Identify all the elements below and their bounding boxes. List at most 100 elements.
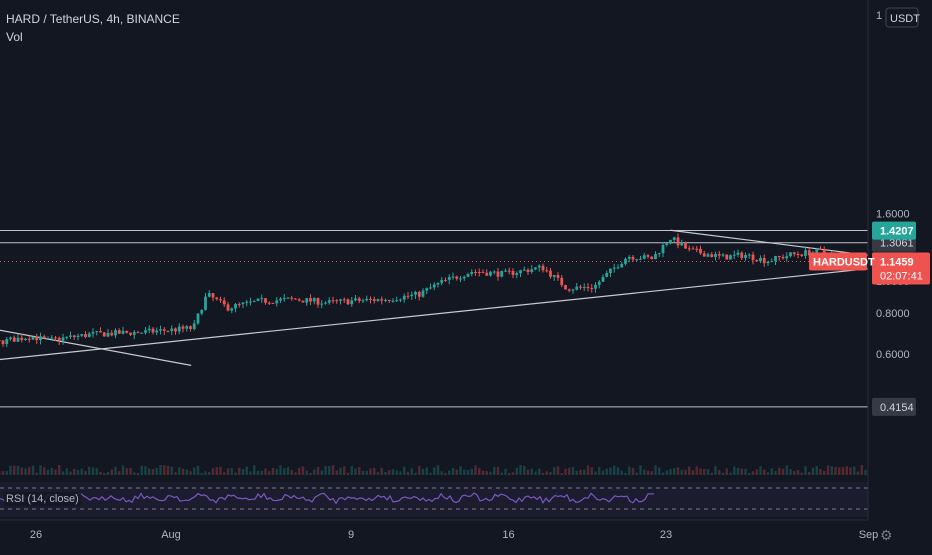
- volume-bar: [654, 465, 656, 475]
- candle-body: [545, 270, 548, 271]
- volume-bar: [84, 471, 86, 475]
- candle-body: [575, 287, 578, 290]
- candle-body: [722, 255, 725, 256]
- volume-bar: [88, 467, 90, 475]
- candle-body: [489, 272, 492, 276]
- volume-indicator-label[interactable]: Vol: [6, 28, 180, 46]
- volume-bar: [418, 466, 420, 475]
- volume-bar: [257, 471, 259, 475]
- candle-body: [170, 329, 173, 332]
- volume-bar: [834, 467, 836, 475]
- candle-body: [797, 254, 800, 255]
- volume-bar: [249, 471, 251, 475]
- candle-body: [605, 273, 608, 277]
- candle-body: [309, 298, 312, 301]
- volume-bar: [493, 467, 495, 475]
- volume-bar: [399, 471, 401, 475]
- rsi-pane[interactable]: [0, 482, 868, 520]
- candle-body: [17, 338, 20, 342]
- volume-bar: [471, 469, 473, 475]
- volume-bar: [448, 471, 450, 475]
- volume-bar: [246, 467, 248, 475]
- volume-bar: [264, 469, 266, 475]
- candle-body: [729, 255, 732, 259]
- candle-body: [665, 244, 668, 245]
- rsi-indicator-label[interactable]: RSI (14, close): [4, 492, 81, 506]
- candle-body: [335, 300, 338, 301]
- price-tick-label: 0.6000: [876, 349, 910, 361]
- candle-body: [9, 338, 12, 340]
- trendline[interactable]: [0, 262, 932, 368]
- candle-body: [643, 255, 646, 259]
- volume-bar: [351, 466, 353, 475]
- volume-bar: [36, 473, 38, 475]
- candle-body: [587, 287, 590, 288]
- candle-body: [362, 300, 365, 301]
- volume-bar: [234, 473, 236, 475]
- volume-bar: [377, 472, 379, 475]
- candle-body: [197, 314, 200, 324]
- volume-bar: [474, 465, 476, 475]
- volume-bar: [261, 471, 263, 475]
- candle-body: [189, 326, 192, 329]
- volume-bar: [414, 473, 416, 475]
- candle-body: [407, 296, 410, 297]
- candle-body: [122, 331, 125, 334]
- candle-body: [268, 303, 271, 304]
- candle-body: [793, 252, 796, 254]
- candle-body: [654, 254, 657, 259]
- candle-body: [504, 271, 507, 272]
- volume-bar: [726, 468, 728, 475]
- volume-bar: [362, 471, 364, 475]
- price-tick-label: 0.8000: [876, 308, 910, 320]
- volume-bar: [459, 466, 461, 475]
- volume-bar: [197, 466, 199, 475]
- volume-bar: [66, 469, 68, 475]
- candle-body: [324, 303, 327, 304]
- candle-body: [305, 298, 308, 302]
- candle-body: [598, 282, 601, 285]
- volume-bar: [752, 471, 754, 475]
- volume-bar: [519, 465, 521, 475]
- volume-bar: [358, 467, 360, 475]
- volume-bar: [478, 468, 480, 475]
- candle-body: [538, 266, 541, 268]
- volume-bar: [523, 466, 525, 475]
- volume-bar: [73, 469, 75, 475]
- candle-body: [725, 255, 728, 260]
- candle-body: [444, 280, 447, 281]
- volume-bar: [759, 466, 761, 475]
- symbol-title[interactable]: HARD / TetherUS, 4h, BINANCE: [6, 10, 180, 28]
- settings-gear-icon[interactable]: ⚙: [880, 527, 893, 543]
- volume-bar: [684, 470, 686, 475]
- candle-body: [519, 270, 522, 273]
- candle-body: [752, 255, 755, 260]
- currency-button-label[interactable]: USDT: [890, 13, 920, 25]
- candle-body: [613, 268, 616, 269]
- volume-bar: [17, 466, 19, 475]
- volume-bar: [609, 468, 611, 475]
- candles: [0, 234, 901, 374]
- volume-bar: [144, 466, 146, 475]
- candle-body: [373, 299, 376, 301]
- volume-bar: [163, 465, 165, 475]
- volume-bar: [771, 468, 773, 475]
- candle-body: [635, 259, 638, 260]
- candle-body: [530, 269, 533, 272]
- volume-bars: [0, 465, 900, 475]
- volume-bar: [489, 472, 491, 475]
- time-axis[interactable]: 26Aug91623Sep613⚙: [0, 521, 932, 550]
- candle-body: [2, 340, 5, 344]
- candle-body: [639, 259, 642, 260]
- trendlines[interactable]: [0, 230, 932, 368]
- volume-bar: [313, 470, 315, 475]
- price-axis[interactable]: 1.60001.00000.80000.60001USDT1.42261.306…: [809, 0, 932, 520]
- volume-bar: [388, 470, 390, 475]
- candle-body: [414, 292, 417, 295]
- volume-bar: [632, 468, 634, 475]
- volume-bar: [797, 470, 799, 475]
- volume-bar: [853, 467, 855, 475]
- trendline[interactable]: [0, 312, 191, 365]
